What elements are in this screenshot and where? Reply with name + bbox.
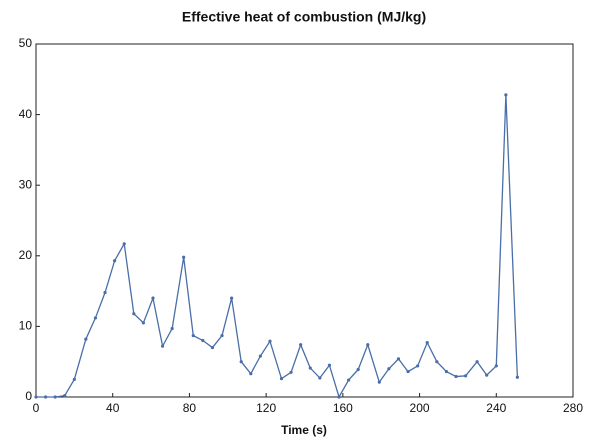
data-point [122, 242, 126, 246]
data-point [377, 380, 381, 384]
y-tick-label: 30 [19, 177, 33, 191]
data-point [141, 321, 145, 325]
data-point [268, 339, 272, 343]
x-tick-label: 160 [333, 401, 353, 415]
data-point [425, 341, 429, 345]
data-point [249, 372, 253, 376]
y-tick-label: 10 [19, 319, 33, 333]
data-point [347, 378, 351, 382]
data-point [34, 395, 38, 399]
data-point [435, 360, 439, 364]
data-point [182, 255, 186, 259]
data-point [356, 367, 360, 372]
data-point [515, 375, 519, 379]
data-point [258, 354, 262, 358]
y-tick-label: 20 [19, 248, 33, 262]
data-point [201, 338, 205, 343]
data-point [366, 343, 370, 347]
data-point [308, 366, 312, 370]
x-tick-label: 240 [486, 401, 506, 415]
x-tick-label: 120 [256, 401, 276, 415]
data-point [191, 333, 195, 338]
y-tick-label: 40 [19, 107, 33, 121]
data-point [84, 337, 88, 341]
x-axis-label: Time (s) [281, 423, 327, 437]
data-point [444, 369, 449, 374]
data-point [327, 363, 332, 367]
chart-title: Effective heat of combustion (MJ/kg) [182, 9, 426, 25]
x-tick-label: 40 [106, 401, 120, 415]
data-point [337, 395, 341, 399]
data-point [318, 376, 322, 380]
data-point [289, 370, 293, 374]
data-point [93, 316, 98, 320]
x-tick-label: 280 [563, 401, 583, 415]
data-line [36, 94, 519, 399]
data-point [406, 369, 410, 374]
data-point [387, 367, 391, 371]
data-point [63, 393, 67, 398]
data-point [151, 296, 155, 300]
x-tick-label: 80 [183, 401, 197, 415]
data-point [210, 345, 215, 350]
data-point [103, 290, 107, 295]
x-tick-label: 0 [33, 401, 40, 415]
data-point [230, 296, 234, 300]
y-tick-label: 0 [25, 389, 32, 403]
data-point [279, 377, 284, 381]
data-point [113, 259, 117, 263]
y-tick-label: 50 [19, 36, 33, 50]
plot-frame [35, 43, 574, 398]
data-point [43, 395, 48, 399]
data-point [494, 364, 498, 368]
data-point [464, 374, 468, 378]
data-point [416, 364, 420, 368]
data-point [53, 395, 57, 399]
data-point [475, 360, 479, 364]
data-point [504, 93, 508, 97]
data-point [299, 343, 303, 347]
data-point [160, 344, 165, 348]
x-tick-label: 200 [410, 401, 430, 415]
data-point [72, 377, 76, 381]
data-point [132, 312, 136, 316]
data-point [170, 326, 174, 331]
data-point [485, 373, 489, 377]
data-point [220, 333, 224, 338]
data-point [239, 360, 243, 364]
data-point [396, 357, 401, 361]
data-point [454, 374, 458, 379]
